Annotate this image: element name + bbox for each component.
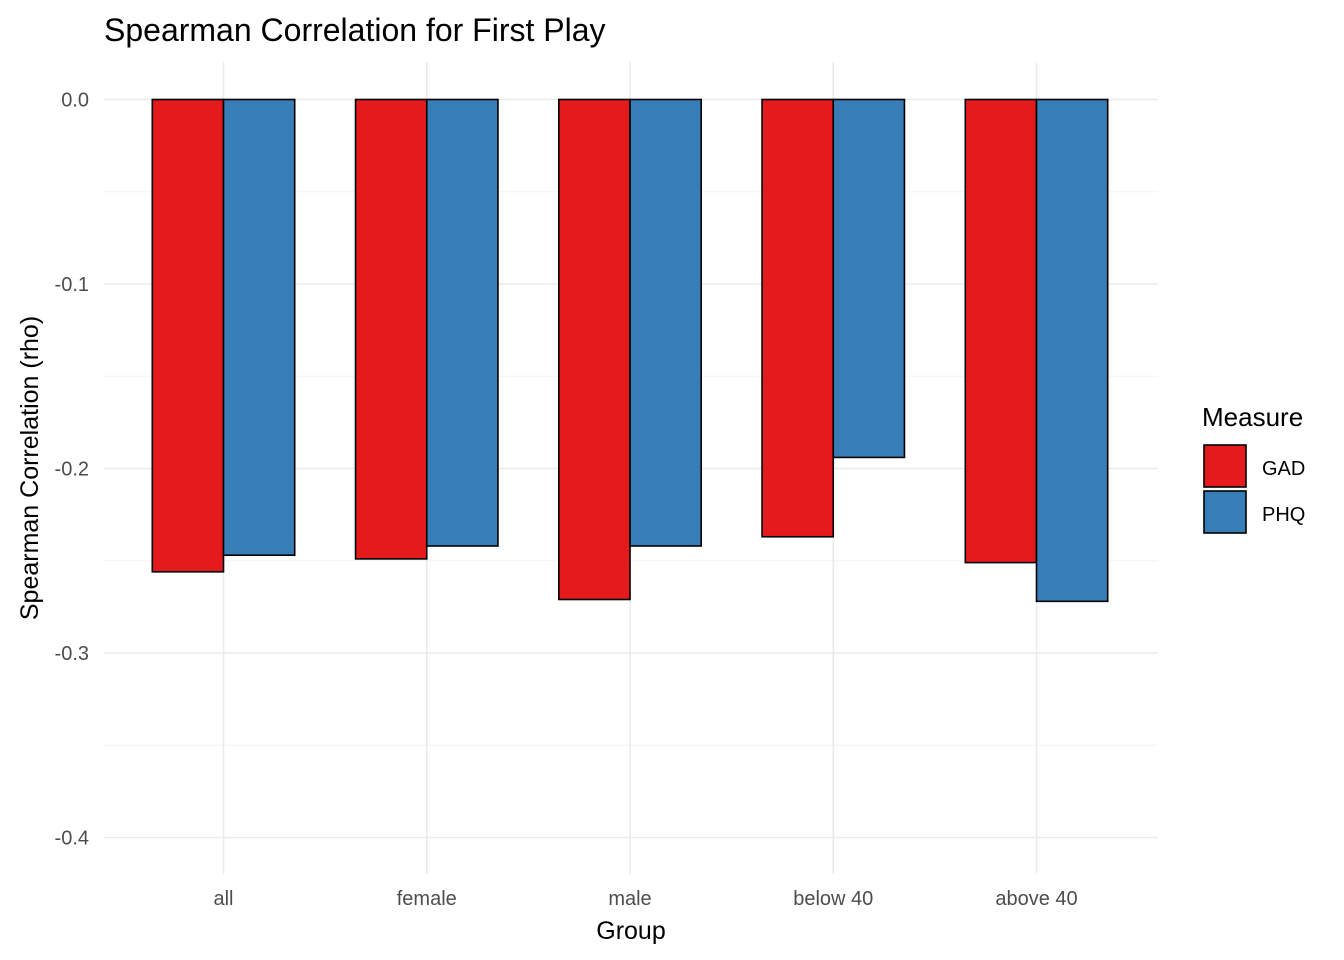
- bar-phq-below-40: [832, 98, 906, 459]
- chart-title: Spearman Correlation for First Play: [104, 12, 606, 48]
- bar-phq-above-40: [1035, 98, 1109, 603]
- legend-label-gad: GAD: [1262, 458, 1305, 480]
- legend: Measure GAD PHQ: [1202, 402, 1305, 534]
- x-tick-label: below 40: [793, 888, 873, 910]
- bar-phq-all: [222, 98, 296, 557]
- y-axis-title: Spearman Correlation (rho): [16, 316, 44, 620]
- bar-gad-above-40: [964, 98, 1038, 564]
- legend-label-phq: PHQ: [1262, 504, 1305, 526]
- x-tick-label: male: [608, 888, 651, 910]
- x-tick-label: all: [213, 888, 233, 910]
- x-tick-label: above 40: [995, 888, 1077, 910]
- x-axis-ticks: all female male below 40 above 40: [213, 888, 1077, 910]
- legend-key-gad: [1203, 444, 1247, 488]
- bar-gad-male: [557, 98, 631, 601]
- bar-gad-all: [151, 98, 225, 573]
- bar-gad-female: [354, 98, 428, 560]
- legend-key-phq: [1203, 490, 1247, 534]
- y-tick-label: -0.4: [55, 828, 89, 850]
- legend-title: Measure: [1202, 402, 1303, 432]
- bar-phq-male: [629, 98, 702, 547]
- y-tick-label: -0.2: [55, 459, 89, 481]
- x-tick-label: female: [397, 888, 457, 910]
- bars: [151, 98, 1109, 603]
- x-axis-title: Group: [596, 917, 665, 945]
- y-tick-label: -0.3: [55, 643, 89, 665]
- bar-gad-below-40: [761, 98, 835, 538]
- y-tick-label: -0.1: [55, 274, 89, 296]
- y-axis-ticks: 0.0 -0.1 -0.2 -0.3 -0.4: [55, 90, 89, 850]
- y-tick-label: 0.0: [61, 90, 89, 112]
- bar-phq-female: [425, 98, 499, 547]
